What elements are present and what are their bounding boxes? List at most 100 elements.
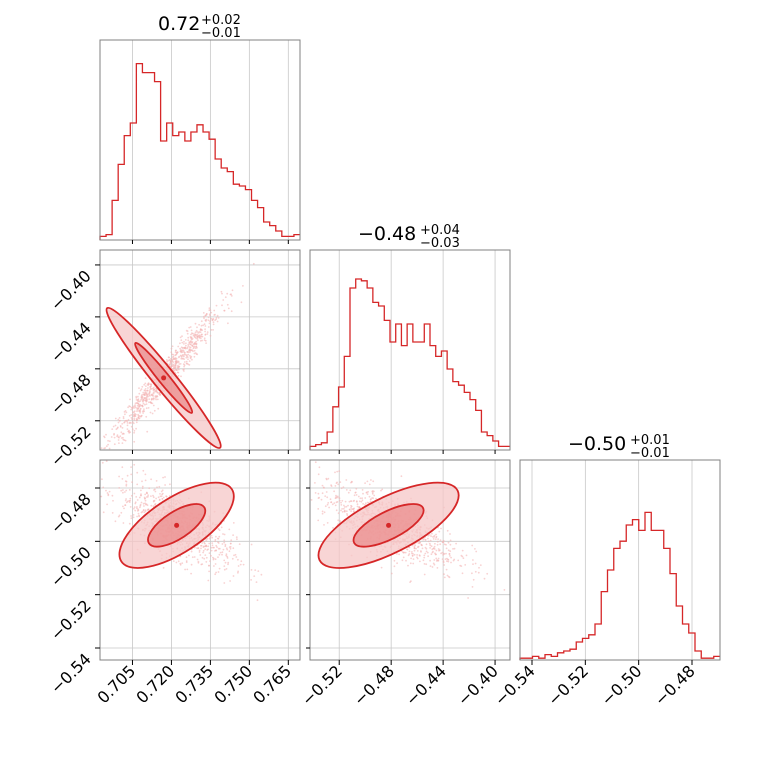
sample-point <box>345 505 348 508</box>
sample-point <box>138 403 140 406</box>
sample-point <box>317 492 320 495</box>
sample-point <box>223 559 226 562</box>
sample-point <box>190 329 193 332</box>
sample-point <box>401 559 404 562</box>
sample-point <box>321 492 324 495</box>
sample-point <box>142 402 145 405</box>
sample-point <box>355 500 358 503</box>
sample-point <box>435 549 438 552</box>
sample-point <box>192 332 194 335</box>
sample-point <box>443 553 446 555</box>
sample-point <box>428 542 431 545</box>
sample-point <box>159 493 161 495</box>
sample-point <box>138 410 140 412</box>
sample-point <box>411 554 414 557</box>
sample-point <box>479 564 482 566</box>
sample-point <box>371 493 374 495</box>
sample-point <box>368 495 371 498</box>
sample-point <box>172 358 175 360</box>
sample-point <box>194 331 197 334</box>
sample-point <box>237 571 239 574</box>
sample-point <box>140 415 143 417</box>
sample-point <box>457 559 460 562</box>
sample-point <box>156 398 159 401</box>
sample-point <box>213 565 215 567</box>
sample-point <box>432 550 434 553</box>
sample-point <box>321 510 324 513</box>
sample-point <box>340 504 343 506</box>
sample-point <box>150 401 152 404</box>
sample-point <box>161 498 164 500</box>
sample-point <box>370 479 372 481</box>
sample-point <box>128 522 131 525</box>
sample-point <box>183 361 186 363</box>
sample-point <box>189 326 192 328</box>
sample-point <box>317 519 320 522</box>
sample-point <box>358 506 360 508</box>
sample-point <box>147 509 149 511</box>
sample-point <box>365 491 368 494</box>
sample-point <box>208 570 211 573</box>
sample-point <box>133 440 136 443</box>
sample-point <box>186 346 189 349</box>
sample-point <box>434 538 437 540</box>
title-1-minus: −0.01 <box>201 26 241 41</box>
sample-point <box>141 480 143 483</box>
sample-point <box>176 366 179 369</box>
sample-point <box>217 547 220 550</box>
title-2-minus: −0.03 <box>420 236 460 251</box>
sample-point <box>478 566 480 569</box>
sample-point <box>196 547 198 550</box>
sample-point <box>144 388 147 390</box>
sample-point <box>208 542 211 545</box>
sample-point <box>195 340 198 343</box>
sample-point <box>412 562 415 565</box>
sample-point <box>187 336 190 339</box>
sample-point <box>134 405 136 408</box>
sample-point <box>130 517 133 520</box>
sample-point <box>149 383 152 386</box>
sample-point <box>126 424 129 427</box>
sample-point <box>430 553 433 556</box>
sample-point <box>153 409 156 412</box>
sample-point <box>150 495 152 497</box>
sample-point <box>181 351 184 354</box>
sample-point <box>151 393 154 396</box>
sample-point <box>349 500 352 502</box>
sample-point <box>449 533 451 535</box>
sample-point <box>407 564 409 567</box>
sample-point <box>179 562 182 565</box>
sample-point <box>194 337 197 339</box>
sample-point <box>321 484 324 487</box>
sample-point <box>138 496 141 499</box>
sample-point <box>416 554 418 556</box>
sample-point <box>137 413 140 416</box>
sample-point <box>149 411 152 414</box>
sample-point <box>431 548 434 551</box>
sample-point <box>215 316 218 319</box>
sample-point <box>144 403 146 406</box>
sample-point <box>137 416 140 419</box>
sample-point <box>125 484 128 487</box>
sample-point <box>415 547 417 550</box>
sample-point <box>409 581 411 583</box>
sample-point <box>226 303 229 306</box>
sample-point <box>199 337 202 340</box>
contour-peak <box>174 522 180 528</box>
sample-point <box>215 535 217 538</box>
sample-point <box>133 417 136 420</box>
sample-point <box>446 560 448 563</box>
sample-point <box>222 548 225 551</box>
sample-point <box>328 506 330 509</box>
sample-point <box>196 353 199 356</box>
sample-point <box>205 320 207 322</box>
sample-point <box>223 541 226 544</box>
sample-point <box>126 474 129 477</box>
sample-point <box>209 536 211 538</box>
sample-point <box>208 564 210 567</box>
sample-point <box>145 398 148 401</box>
sample-point <box>129 398 131 401</box>
sample-point <box>438 549 441 551</box>
sample-point <box>133 431 136 434</box>
sample-point <box>178 365 181 368</box>
